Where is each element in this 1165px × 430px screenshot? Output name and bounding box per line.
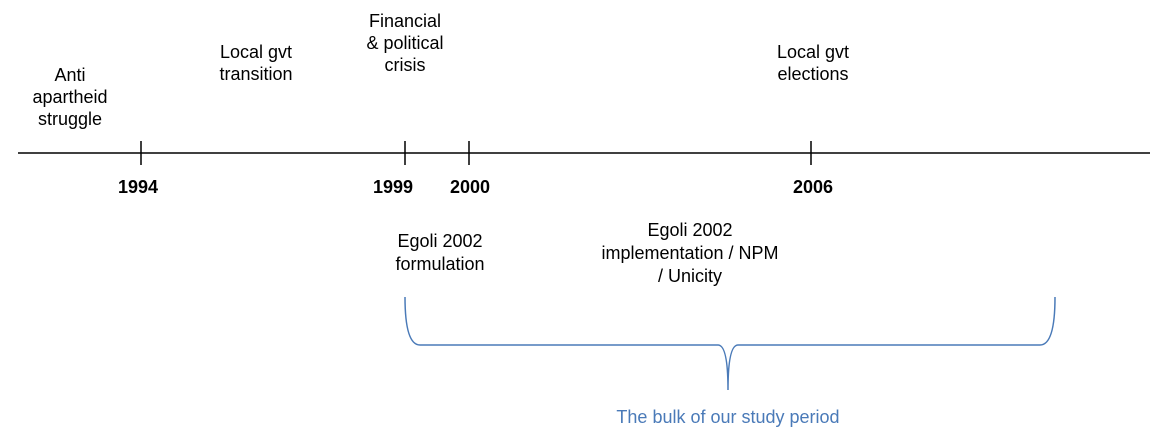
text-line: implementation / NPM (601, 243, 778, 263)
text-line: Local gvt (220, 42, 292, 62)
study-period-brace (404, 296, 1056, 391)
text-line: apartheid (32, 87, 107, 107)
text-line: struggle (38, 109, 102, 129)
phase-label: Egoli 2002 implementation / NPM / Unicit… (601, 220, 778, 286)
phase-label: Egoli 2002 formulation (395, 231, 484, 274)
text-line: Local gvt (777, 42, 849, 62)
year-label: 1994 (118, 177, 158, 197)
year-label: 2006 (793, 177, 833, 197)
text-line: Egoli 2002 (647, 220, 732, 240)
year-label: 2000 (450, 177, 490, 197)
caption: The bulk of our study period (616, 407, 839, 427)
text-line: Egoli 2002 (397, 231, 482, 251)
text-line: & political (366, 33, 443, 53)
event-label: Local gvt elections (777, 42, 849, 84)
text-line: crisis (385, 55, 426, 75)
text-line: formulation (395, 254, 484, 274)
event-label: Local gvt transition (219, 42, 292, 84)
event-label: Financial & political crisis (366, 11, 443, 75)
text-line: / Unicity (658, 266, 722, 286)
year-label: 1999 (373, 177, 413, 197)
event-label: Anti apartheid struggle (32, 65, 107, 129)
text-line: elections (777, 64, 848, 84)
text-line: Anti (54, 65, 85, 85)
text-line: transition (219, 64, 292, 84)
text-line: Financial (369, 11, 441, 31)
